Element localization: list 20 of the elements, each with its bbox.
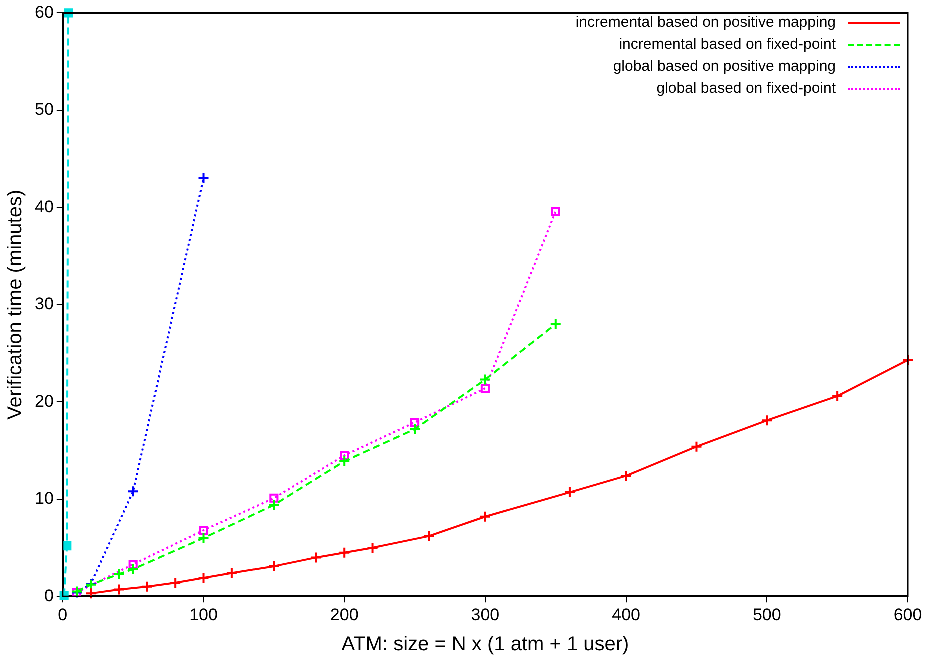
y-tick-label: 60 (34, 2, 54, 22)
x-tick-label: 600 (894, 605, 922, 624)
y-tick-label: 30 (34, 294, 54, 314)
y-tick-label: 40 (34, 197, 54, 216)
y-tick-label: 20 (34, 392, 54, 411)
legend-label: incremental based on positive mapping (576, 13, 836, 33)
x-tick-label: 300 (471, 605, 500, 624)
legend-label: global based on positive mapping (613, 57, 836, 77)
y-axis-title: Verification time (minutes) (4, 190, 27, 420)
x-tick-label: 200 (330, 605, 359, 624)
x-tick-label: 400 (612, 605, 640, 624)
y-tick-label: 0 (44, 586, 54, 606)
x-axis-title: ATM: size = N x (1 atm + 1 user) (342, 634, 630, 656)
legend-label: global based on fixed-point (656, 79, 836, 99)
y-tick-label: 50 (34, 100, 54, 120)
legend-label: incremental based on fixed-point (619, 35, 836, 55)
x-tick-label: 100 (190, 605, 218, 624)
x-tick-label: 500 (752, 605, 782, 624)
x-tick-label: 0 (58, 605, 68, 624)
y-tick-label: 10 (34, 489, 54, 508)
